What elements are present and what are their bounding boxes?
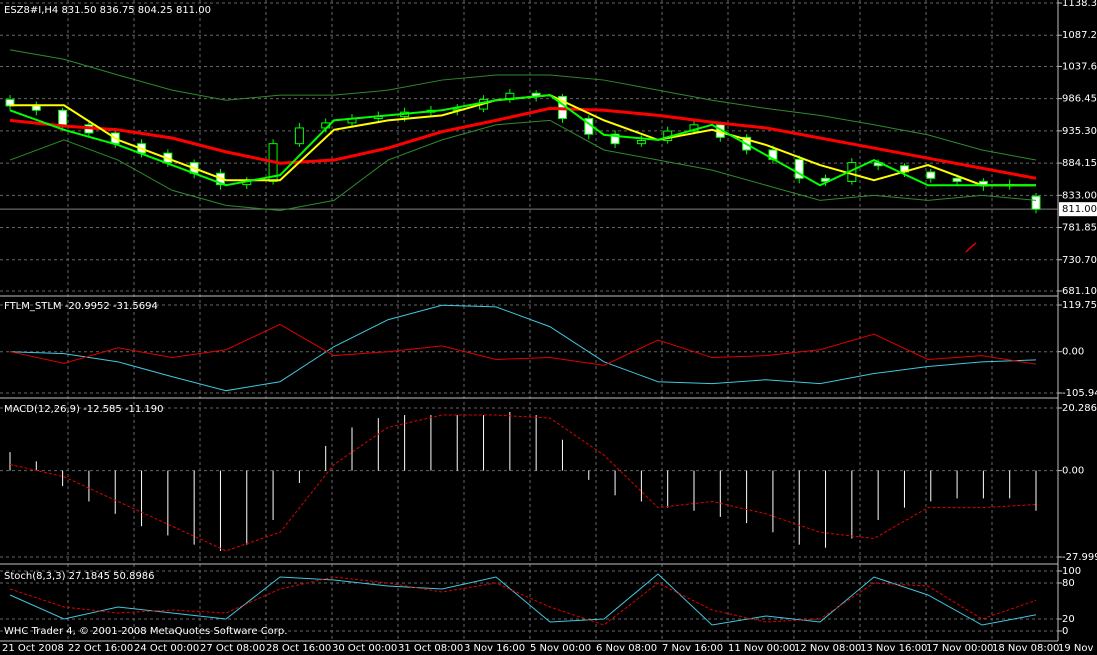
y-tick-label: 935.30 bbox=[1062, 126, 1097, 137]
x-tick-label: 19 Nov 16:00 bbox=[1058, 643, 1097, 654]
arrow-marker bbox=[965, 242, 977, 253]
y-tick-label: 119.7593 bbox=[1062, 300, 1097, 311]
y-tick-label: 986.45 bbox=[1062, 94, 1097, 105]
stoch-pane-label: Stoch(8,3,3) 27.1845 50.8986 bbox=[4, 571, 155, 582]
price-pane-label: ESZ8#I,H4 831.50 836.75 804.25 811.00 bbox=[4, 5, 211, 16]
y-tick-label: 1087.20 bbox=[1062, 30, 1097, 41]
x-tick-label: 3 Nov 16:00 bbox=[464, 643, 525, 654]
window-label: WHC Trader 4, © 2001-2008 MetaQuotes Sof… bbox=[4, 626, 287, 637]
x-tick-label: 5 Nov 00:00 bbox=[530, 643, 591, 654]
x-tick-label: 18 Nov 08:00 bbox=[992, 643, 1059, 654]
y-tick-label: 1037.60 bbox=[1062, 61, 1097, 72]
x-tick-label: 13 Nov 16:00 bbox=[860, 643, 927, 654]
indicator-line bbox=[9, 304, 1037, 392]
ftlm-pane-label: FTLM_STLM -20.9952 -31.5694 bbox=[4, 301, 158, 312]
x-tick-label: 12 Nov 08:00 bbox=[794, 643, 861, 654]
x-tick-label: 11 Nov 00:00 bbox=[728, 643, 795, 654]
candle-body bbox=[1031, 195, 1041, 210]
indicator-line bbox=[9, 119, 1037, 211]
y-tick-label: 100 bbox=[1062, 566, 1081, 577]
y-tick-label: 0.00 bbox=[1062, 466, 1084, 477]
indicator-line bbox=[9, 576, 1037, 626]
x-tick-label: 21 Oct 2008 bbox=[2, 643, 64, 654]
candle-body bbox=[636, 140, 646, 145]
macd-pane-label: MACD(12,26,9) -12.585 -11.190 bbox=[4, 404, 164, 415]
y-tick-label: 781.85 bbox=[1062, 223, 1097, 234]
y-tick-label: 681.10 bbox=[1062, 286, 1097, 297]
y-tick-label: 20 bbox=[1062, 614, 1075, 625]
x-tick-label: 22 Oct 16:00 bbox=[68, 643, 133, 654]
y-tick-label: 20.286 bbox=[1062, 403, 1097, 414]
last-price-box bbox=[1059, 202, 1097, 217]
x-tick-label: 27 Oct 08:00 bbox=[200, 643, 265, 654]
frame bbox=[0, 0, 1059, 642]
y-tick-label: -105.949 bbox=[1062, 388, 1097, 399]
indicator-line bbox=[9, 106, 1037, 180]
indicator-line bbox=[9, 49, 1037, 161]
y-tick-label: 884.15 bbox=[1062, 158, 1097, 169]
y-tick-label: 0.00 bbox=[1062, 347, 1084, 358]
x-tick-label: 28 Oct 16:00 bbox=[266, 643, 331, 654]
y-tick-label: -27.999 bbox=[1062, 552, 1097, 563]
indicator-line bbox=[9, 323, 1037, 366]
y-tick-label: 1138.35 bbox=[1062, 0, 1097, 9]
candle-body bbox=[58, 109, 68, 126]
candle-body bbox=[31, 105, 41, 111]
y-tick-label: 730.70 bbox=[1062, 255, 1097, 266]
indicator-line bbox=[9, 573, 1037, 626]
marks bbox=[0, 49, 1097, 626]
candle-body bbox=[610, 133, 620, 145]
indicator-line bbox=[9, 94, 1036, 187]
y-tick-label: 833.00 bbox=[1062, 190, 1097, 201]
x-tick-label: 6 Nov 08:00 bbox=[596, 643, 657, 654]
y-tick-label: 80 bbox=[1062, 578, 1075, 589]
x-tick-label: 17 Nov 00:00 bbox=[926, 643, 993, 654]
candle-body bbox=[952, 177, 962, 182]
x-tick-label: 31 Oct 08:00 bbox=[398, 643, 463, 654]
x-tick-label: 30 Oct 00:00 bbox=[332, 643, 397, 654]
x-tick-label: 7 Nov 16:00 bbox=[662, 643, 723, 654]
x-tick-label: 24 Oct 00:00 bbox=[134, 643, 199, 654]
grid bbox=[0, 0, 1062, 641]
last-price-label: 811.00 bbox=[1062, 204, 1097, 215]
candle-body bbox=[294, 127, 304, 145]
candle-body bbox=[926, 171, 936, 179]
candle-body bbox=[794, 158, 804, 179]
y-tick-label: 0 bbox=[1062, 626, 1068, 637]
